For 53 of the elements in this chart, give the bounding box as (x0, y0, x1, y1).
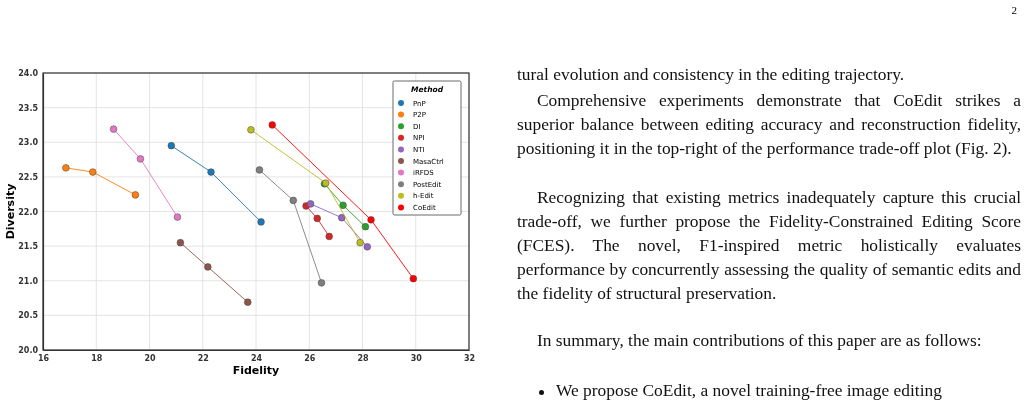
y-tick-label: 22.0 (18, 207, 39, 217)
text: 2 (1011, 4, 1017, 16)
point (306, 200, 315, 208)
x-tick-label: 22 (197, 353, 209, 363)
text: In summary, the main contributions of this paper are as follows: (536, 329, 983, 352)
y-tick-label: 22.5 (18, 172, 39, 182)
text: We propose CoEdit, a novel training-free image editing (556, 380, 943, 400)
y-axis-title: Diversity (4, 183, 17, 240)
x-tick-label: 32 (463, 353, 476, 363)
point (268, 121, 276, 129)
point (207, 168, 215, 176)
point (409, 275, 417, 283)
point (367, 216, 375, 224)
x-tick-label: 16 (37, 353, 50, 363)
y-tick-label: 23.0 (18, 138, 39, 148)
point (338, 214, 346, 222)
point (356, 239, 364, 247)
point (361, 223, 370, 231)
x-axis-title: Fidelity (232, 364, 280, 377)
y-tick-label: 20.0 (18, 346, 39, 356)
point (363, 243, 371, 251)
point (339, 201, 347, 209)
y-tick-label: 23.5 (18, 103, 39, 113)
point (89, 168, 97, 176)
x-tick-label: 28 (357, 353, 369, 363)
x-tick-label: 20 (144, 353, 156, 363)
point (325, 232, 333, 241)
point (313, 214, 321, 223)
y-tick-label: 20.5 (18, 311, 39, 321)
text: Comprehensive experiments demonstrate that CoEdit strikes a superior balance between editing accuracy and reconstruction fidelity, positioning it in the top-right of the performance trade-off plot (Fig. 2). (517, 89, 1021, 160)
point (167, 142, 175, 150)
point (247, 126, 255, 134)
point (109, 125, 118, 133)
point (204, 263, 212, 271)
x-tick-label: 18 (91, 353, 103, 363)
point (176, 239, 185, 247)
x-tick-label: 26 (304, 353, 316, 363)
text: tural evolution and consistency in the editing trajectory. (517, 63, 906, 86)
point (131, 191, 140, 199)
x-tick-label: 24 (250, 353, 263, 363)
y-tick-label: 21.0 (18, 276, 39, 286)
point (173, 213, 182, 221)
y-tick-label: 21.5 (18, 242, 39, 252)
point (62, 164, 70, 172)
point (136, 155, 145, 163)
text: Recognizing that existing metrics inadequately capture this crucial trade-off, we further propose the Fidelity-Constrained Editing Score (FCES). The novel, F1-inspired metric holistically evaluates performance by concurrently assessing the quality of semantic edits and the fidelity of structural preservation. (517, 186, 1021, 305)
y-tick-label: 24.0 (18, 69, 39, 79)
point (255, 166, 264, 174)
point (289, 196, 297, 205)
point (257, 218, 265, 226)
x-tick-label: 30 (410, 353, 423, 363)
point (317, 279, 326, 287)
point (244, 298, 252, 306)
